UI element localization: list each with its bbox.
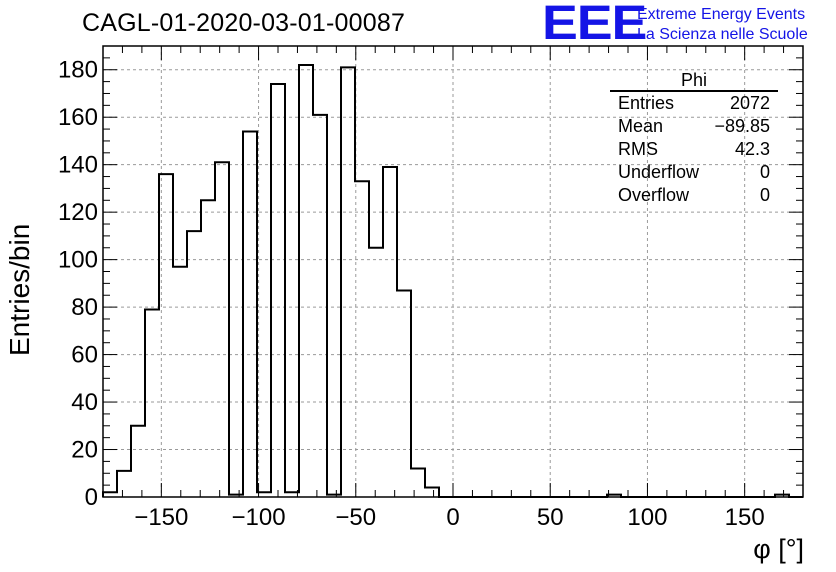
y-axis-label: Entries/bin: [4, 223, 35, 357]
eee-logo-mark: EEE: [542, 0, 647, 50]
histogram-bin: [187, 231, 201, 497]
eee-logo: EEE Extreme Energy Events La Scienza nel…: [540, 0, 832, 50]
y-tick-label: 140: [58, 152, 98, 179]
histogram-bin: [355, 181, 369, 497]
histogram-bin: [243, 131, 257, 497]
x-tick-label: 100: [627, 504, 667, 531]
histogram-bin: [173, 267, 187, 497]
stats-value: 0: [759, 185, 770, 205]
histogram-bin: [341, 67, 355, 497]
stats-row-rms: RMS 42.3: [610, 138, 778, 161]
stats-title: Phi: [610, 70, 778, 92]
stats-label: Entries: [618, 93, 675, 113]
histogram-bin: [215, 162, 229, 497]
x-tick-label: −50: [335, 504, 376, 531]
stats-value: 0: [759, 162, 770, 182]
histogram-bin: [159, 174, 173, 497]
histogram-bin: [369, 248, 383, 497]
x-tick-label: −100: [232, 504, 286, 531]
stats-label: Underflow: [618, 162, 700, 182]
y-tick-label: 40: [71, 389, 98, 416]
y-tick-label: 60: [71, 342, 98, 369]
x-tick-label: 150: [725, 504, 765, 531]
x-tick-label: 0: [446, 504, 459, 531]
stats-row-overflow: Overflow 0: [610, 184, 778, 207]
chart-title: CAGL-01-2020-03-01-00087: [82, 9, 406, 37]
stats-label: RMS: [618, 139, 658, 159]
stats-label: Overflow: [618, 185, 690, 205]
y-tick-label: 20: [71, 437, 98, 464]
stats-value: −89.85: [714, 116, 770, 136]
y-tick-label: 160: [58, 104, 98, 131]
logo-line-1: Extreme Energy Events: [637, 6, 806, 23]
histogram-bin: [299, 65, 313, 497]
y-tick-label: 180: [58, 57, 98, 84]
logo-line-2: La Scienza nelle Scuole: [637, 26, 808, 43]
histogram-bin: [411, 469, 425, 497]
y-tick-label: 100: [58, 247, 98, 274]
histogram-bin: [201, 200, 215, 497]
histogram-bin: [145, 309, 159, 497]
histogram-bin: [117, 471, 131, 497]
histogram-bin: [383, 167, 397, 497]
histogram-bin: [313, 115, 327, 497]
histogram-bin: [271, 84, 285, 497]
stats-box: Phi Entries 2072 Mean −89.85 RMS 42.3 Un…: [610, 70, 778, 207]
x-tick-label: 50: [537, 504, 564, 531]
stats-row-entries: Entries 2072: [610, 92, 778, 115]
stats-value: 2072: [729, 93, 770, 113]
stats-label: Mean: [618, 116, 664, 136]
histogram-bin: [131, 426, 145, 497]
stats-row-mean: Mean −89.85: [610, 115, 778, 138]
y-tick-label: 0: [85, 484, 98, 511]
histogram-bin: [425, 488, 439, 497]
histogram-bin: [397, 290, 411, 497]
x-tick-label: −150: [134, 504, 188, 531]
x-axis-label: φ [°]: [753, 534, 804, 564]
stats-value: 42.3: [734, 139, 770, 159]
stats-row-underflow: Underflow 0: [610, 161, 778, 184]
y-tick-label: 120: [58, 199, 98, 226]
y-tick-label: 80: [71, 294, 98, 321]
